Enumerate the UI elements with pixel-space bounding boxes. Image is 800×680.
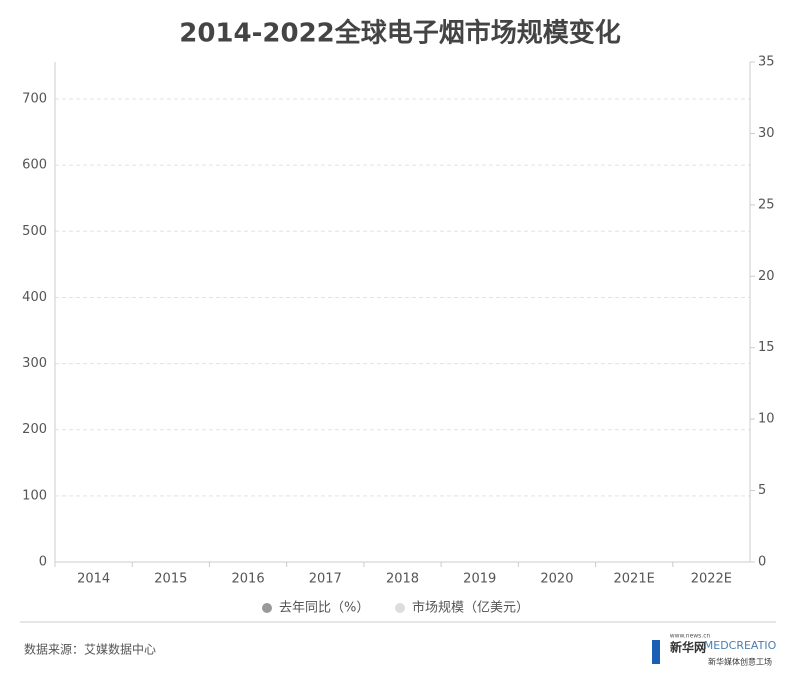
source: 数据来源：艾媒数据中心 bbox=[24, 642, 156, 657]
logo2-sub: 新华媒体创意工场 bbox=[708, 657, 772, 667]
x-tick-label: 2015 bbox=[154, 572, 187, 587]
x-tick-label: 2014 bbox=[77, 572, 110, 587]
y-tick-label: 0 bbox=[39, 555, 47, 570]
y-tick-label: 100 bbox=[22, 488, 47, 503]
logo-text: 新华网 bbox=[670, 640, 706, 655]
y2-tick-label: 35 bbox=[758, 55, 775, 70]
x-tick-label: 2016 bbox=[232, 572, 265, 587]
y-tick-label: 700 bbox=[22, 92, 47, 107]
y2-tick-label: 10 bbox=[758, 412, 775, 427]
legend-marker bbox=[395, 603, 405, 613]
logo2: MEDCREATIO bbox=[704, 639, 777, 652]
y-tick-label: 300 bbox=[22, 356, 47, 371]
y2-tick-label: 0 bbox=[758, 555, 766, 570]
legend-label: 去年同比（%） bbox=[279, 601, 369, 616]
logo-url: www.news.cn bbox=[670, 633, 711, 640]
y2-tick-label: 5 bbox=[758, 483, 766, 498]
y2-tick-label: 30 bbox=[758, 126, 775, 141]
y-tick-label: 400 bbox=[22, 290, 47, 305]
y2-tick-label: 20 bbox=[758, 269, 775, 284]
x-tick-label: 2018 bbox=[386, 572, 419, 587]
x-tick-label: 2019 bbox=[463, 572, 496, 587]
chart-title: 2014-2022全球电子烟市场规模变化 bbox=[179, 18, 621, 49]
x-tick-label: 2017 bbox=[309, 572, 342, 587]
x-tick-label: 2020 bbox=[540, 572, 573, 587]
x-tick-label: 2021E bbox=[614, 572, 655, 587]
legend-marker bbox=[262, 603, 272, 613]
y2-tick-label: 25 bbox=[758, 197, 775, 212]
y-tick-label: 200 bbox=[22, 422, 47, 437]
x-tick-label: 2022E bbox=[691, 572, 732, 587]
y2-tick-label: 15 bbox=[758, 340, 775, 355]
y-tick-label: 500 bbox=[22, 224, 47, 239]
logo-icon bbox=[652, 640, 660, 664]
legend-label: 市场规模（亿美元） bbox=[412, 600, 529, 616]
y-tick-label: 600 bbox=[22, 158, 47, 173]
